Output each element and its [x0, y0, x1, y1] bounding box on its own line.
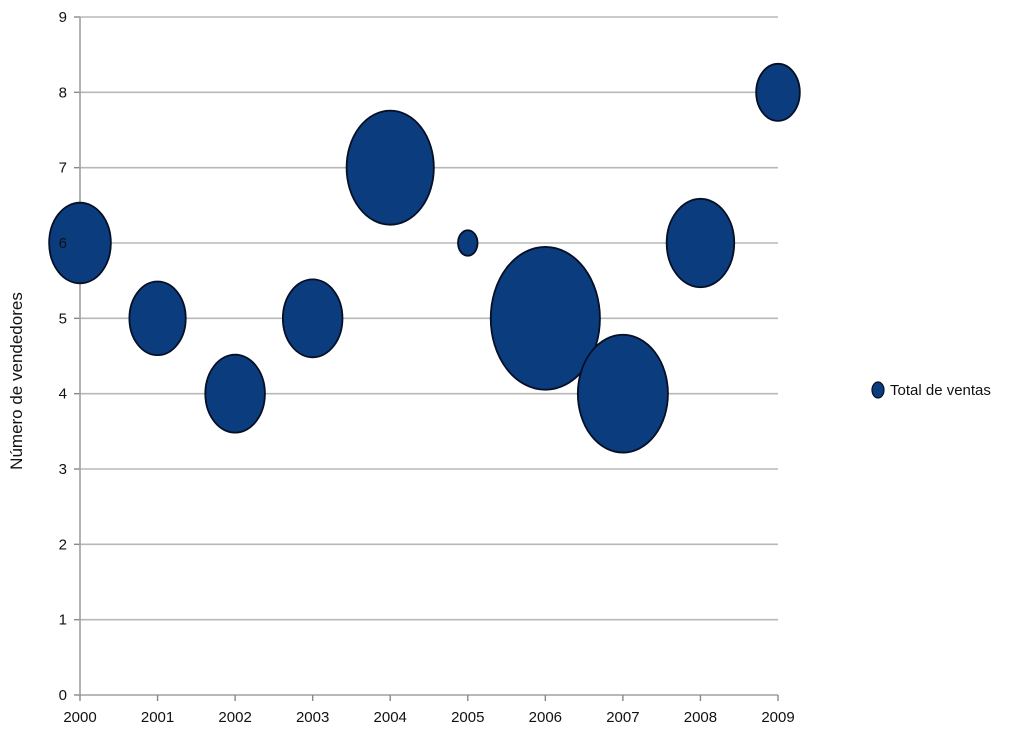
bubble-2005 — [457, 229, 479, 257]
x-tick-label-2004: 2004 — [374, 709, 407, 726]
bubble-2000 — [48, 201, 112, 285]
x-tick-label-2005: 2005 — [451, 709, 484, 726]
x-tick-label-2007: 2007 — [606, 709, 639, 726]
y-tick-label-0: 0 — [59, 687, 67, 704]
y-tick-label-9: 9 — [59, 9, 67, 26]
legend-marker — [871, 381, 885, 399]
bubble-2002 — [204, 353, 266, 434]
bubble-series — [48, 62, 801, 454]
y-tick-label-4: 4 — [59, 386, 67, 403]
bubble-2007 — [576, 333, 669, 454]
axes — [74, 16, 779, 701]
y-tick-label-2: 2 — [59, 536, 67, 553]
x-tick-label-2001: 2001 — [141, 709, 174, 726]
y-axis-title: Número de vendedores — [7, 292, 26, 470]
x-tick-label-2002: 2002 — [218, 709, 251, 726]
x-tick-label-2000: 2000 — [63, 709, 96, 726]
x-tick-label-2006: 2006 — [529, 709, 562, 726]
y-tick-label-6: 6 — [59, 235, 67, 252]
x-tick-label-2003: 2003 — [296, 709, 329, 726]
bubble-2001 — [128, 280, 187, 357]
bubble-2004 — [345, 109, 435, 226]
bubble-2003 — [281, 278, 344, 359]
legend-label: Total de ventas — [890, 382, 991, 399]
x-tick-label-2008: 2008 — [684, 709, 717, 726]
y-tick-label-8: 8 — [59, 84, 67, 101]
y-tick-label-3: 3 — [59, 461, 67, 478]
tick-labels: 0 1 2 3 4 5 6 7 8 9 2000 2001 2002 2003 2004 2005 2006 20… — [59, 9, 795, 726]
y-tick-label-7: 7 — [59, 160, 67, 177]
x-tick-label-2009: 2009 — [761, 709, 794, 726]
legend: Total de ventas — [871, 381, 991, 399]
bubble-2006 — [489, 246, 601, 391]
y-tick-label-1: 1 — [59, 612, 67, 629]
gridlines — [80, 16, 778, 621]
bubble-2009 — [755, 62, 801, 122]
y-tick-label-5: 5 — [59, 310, 67, 327]
bubble-2008 — [665, 197, 736, 289]
